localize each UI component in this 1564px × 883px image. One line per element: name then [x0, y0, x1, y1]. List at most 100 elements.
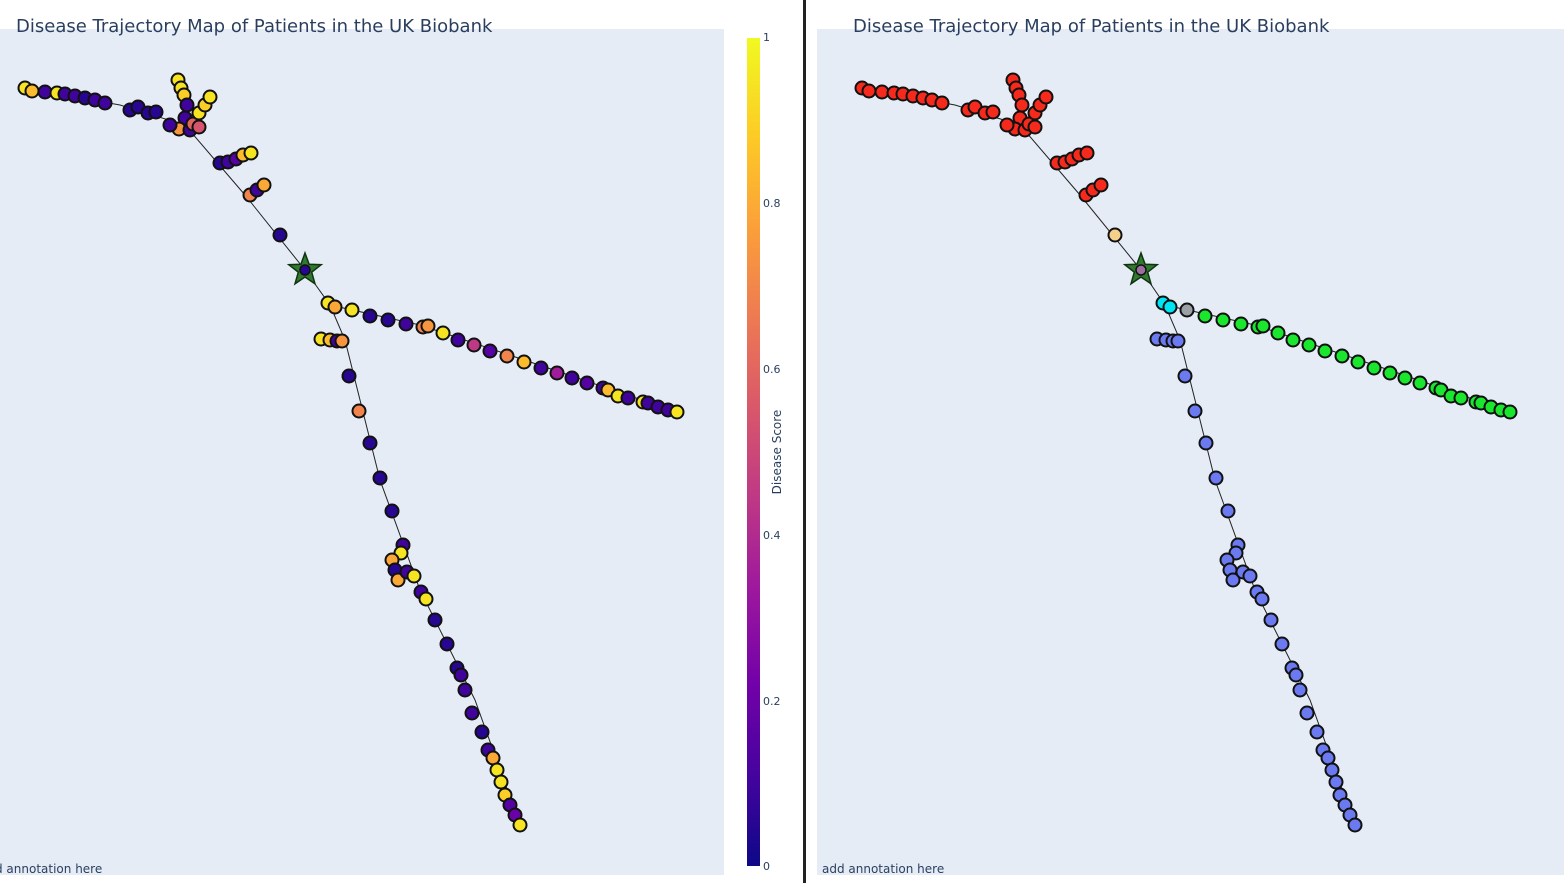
right-data-point [1270, 325, 1286, 341]
left-data-point [516, 354, 532, 370]
colorbar [747, 38, 760, 866]
left-data-point [435, 325, 451, 341]
left-data-point [372, 470, 388, 486]
right-data-point [1027, 119, 1043, 135]
right-data-point [1233, 316, 1249, 332]
left-data-point [179, 97, 195, 113]
right-data-point [874, 84, 890, 100]
right-data-point [999, 117, 1015, 133]
right-data-point [1170, 333, 1186, 349]
left-data-point [398, 316, 414, 332]
right-data-point [1397, 370, 1413, 386]
right-data-point [1274, 636, 1290, 652]
right-data-point [1453, 390, 1469, 406]
left-data-point [344, 302, 360, 318]
left-data-point [341, 368, 357, 384]
panel-divider [803, 0, 806, 883]
left-data-point [466, 337, 482, 353]
left-data-point [669, 404, 685, 420]
right-data-point [1038, 89, 1054, 105]
right-data-point [985, 104, 1001, 120]
left-data-point [334, 333, 350, 349]
left-data-point [148, 104, 164, 120]
left-data-point [256, 177, 272, 193]
left-data-point [202, 89, 218, 105]
left-data-point [533, 360, 549, 376]
colorbar-tick: 0.8 [763, 197, 781, 210]
left-data-point [453, 667, 469, 683]
right-data-point [1225, 572, 1241, 588]
left-data-point [362, 308, 378, 324]
right-data-point [1177, 368, 1193, 384]
left-data-point [482, 343, 498, 359]
colorbar-tick: 0.6 [763, 363, 781, 376]
left-data-point [418, 591, 434, 607]
left-chart-panel: Disease Trajectory Map of Patients in th… [0, 16, 724, 876]
left-data-point [439, 636, 455, 652]
right-data-point [1079, 145, 1095, 161]
left-annotation[interactable]: d annotation here [0, 862, 103, 876]
right-data-point [1197, 308, 1213, 324]
right-data-point [1179, 302, 1195, 318]
left-data-point [97, 95, 113, 111]
right-data-point [1107, 227, 1123, 243]
colorbar-tick: 1 [763, 31, 770, 44]
left-data-point [380, 312, 396, 328]
right-data-point [1412, 375, 1428, 391]
left-chart-title: Disease Trajectory Map of Patients in th… [16, 16, 493, 37]
left-data-point [457, 682, 473, 698]
right-data-point [1502, 404, 1518, 420]
left-plot-area [0, 29, 724, 875]
left-data-point [351, 403, 367, 419]
left-data-point [162, 117, 178, 133]
right-data-point [1317, 343, 1333, 359]
left-data-point [549, 365, 565, 381]
right-data-point [1334, 348, 1350, 364]
left-data-point [420, 318, 436, 334]
left-data-point [474, 724, 490, 740]
right-chart-panel: Disease Trajectory Map of Patients in th… [807, 0, 1564, 883]
right-data-point [1220, 503, 1236, 519]
right-data-point [1309, 724, 1325, 740]
left-data-point [24, 83, 40, 99]
right-data-point [1255, 318, 1271, 334]
right-data-point [861, 83, 877, 99]
right-data-point [1347, 817, 1363, 833]
left-data-point [620, 390, 636, 406]
right-data-point [1285, 332, 1301, 348]
right-plot-area [817, 29, 1564, 875]
right-data-point [1292, 682, 1308, 698]
right-data-point [934, 95, 950, 111]
colorbar-tick: 0.2 [763, 695, 781, 708]
right-data-point [1093, 177, 1109, 193]
left-data-point [564, 370, 580, 386]
left-data-point [512, 817, 528, 833]
right-data-point [1187, 403, 1203, 419]
left-data-point [272, 227, 288, 243]
colorbar-tick: 0.4 [763, 529, 781, 542]
right-data-point [1254, 591, 1270, 607]
right-annotation[interactable]: add annotation here [822, 862, 945, 876]
right-data-point [1366, 360, 1382, 376]
right-data-point [1382, 365, 1398, 381]
right-data-point [1242, 568, 1258, 584]
right-root-point [1135, 264, 1147, 276]
right-data-point [1301, 337, 1317, 353]
left-root-point [299, 264, 311, 276]
left-data-point [493, 774, 509, 790]
right-data-point [1198, 435, 1214, 451]
right-data-point [1328, 774, 1344, 790]
right-data-point [1215, 312, 1231, 328]
left-data-point [499, 348, 515, 364]
right-data-point [1014, 97, 1030, 113]
right-data-point [1208, 470, 1224, 486]
left-data-point [579, 375, 595, 391]
left-data-point [427, 612, 443, 628]
left-data-point [243, 145, 259, 161]
left-data-point [37, 84, 53, 100]
left-data-point [384, 503, 400, 519]
right-data-point [1162, 299, 1178, 315]
right-data-point [1350, 354, 1366, 370]
left-data-point [464, 705, 480, 721]
